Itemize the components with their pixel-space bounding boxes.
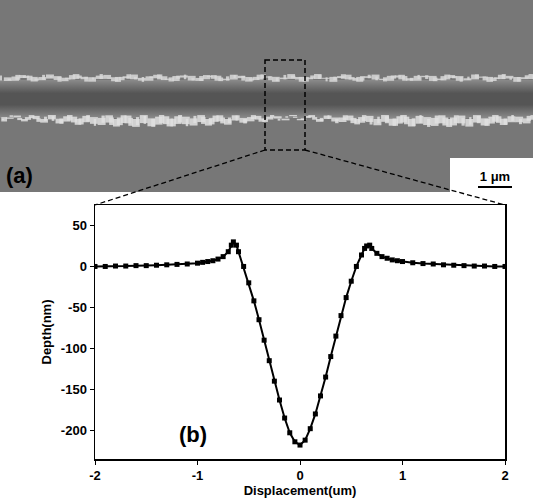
svg-text:1: 1 — [399, 468, 406, 483]
svg-text:-200: -200 — [61, 423, 87, 438]
svg-text:0: 0 — [296, 468, 303, 483]
svg-text:(a): (a) — [6, 163, 33, 188]
svg-text:-2: -2 — [89, 468, 101, 483]
svg-text:(b): (b) — [179, 422, 207, 447]
svg-text:2: 2 — [501, 468, 508, 483]
svg-text:-150: -150 — [61, 382, 87, 397]
svg-text:-1: -1 — [192, 468, 204, 483]
svg-text:Depth(nm): Depth(nm) — [39, 300, 54, 365]
svg-text:Displacement(um): Displacement(um) — [244, 483, 357, 498]
svg-text:1 μm: 1 μm — [480, 169, 510, 184]
svg-text:-50: -50 — [68, 300, 87, 315]
svg-text:50: 50 — [72, 218, 86, 233]
svg-text:0: 0 — [80, 259, 87, 274]
svg-text:-100: -100 — [61, 341, 87, 356]
